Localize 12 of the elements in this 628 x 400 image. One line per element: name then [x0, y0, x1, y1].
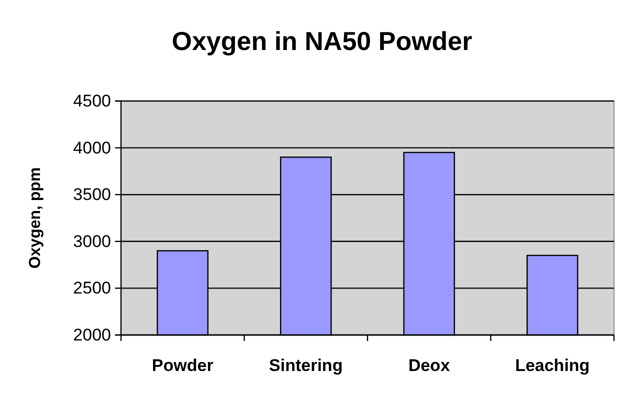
y-tick-label: 4000 — [73, 138, 111, 158]
y-tick-label: 3500 — [73, 185, 111, 204]
chart-title: Oxygen in NA50 Powder — [172, 26, 472, 56]
x-tick-label: Deox — [408, 356, 450, 375]
y-tick-label: 2500 — [73, 278, 111, 298]
y-tick-label: 3000 — [73, 232, 111, 251]
x-tick-label: Powder — [152, 356, 214, 375]
y-tick-label: 2000 — [73, 325, 111, 344]
y-tick-label: 4500 — [73, 91, 111, 110]
x-tick-label: Leaching — [515, 356, 590, 375]
y-axis-title: Oxygen, ppm — [27, 167, 44, 269]
x-tick-label: Sintering — [269, 356, 343, 375]
